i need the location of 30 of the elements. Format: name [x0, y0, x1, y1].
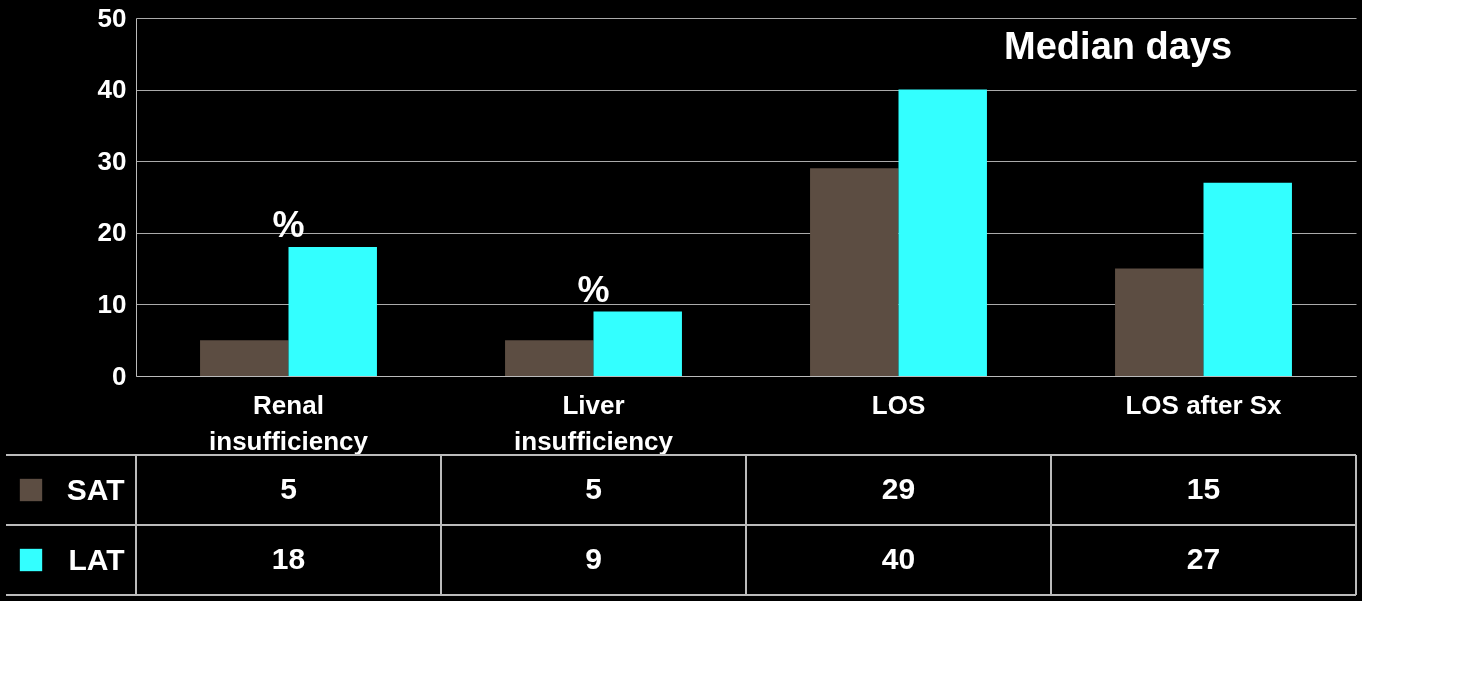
x-tick-label: LOS after Sx — [1125, 389, 1283, 420]
bar — [593, 311, 682, 376]
bar — [898, 89, 987, 376]
annotation: Median days — [1004, 25, 1233, 67]
y-tick-label: 20 — [97, 217, 127, 248]
legend-label: LAT — [68, 542, 125, 576]
bar — [1203, 182, 1292, 376]
bar — [200, 340, 289, 376]
y-tick-label: 0 — [112, 360, 127, 391]
data-label: 15 — [1186, 472, 1221, 505]
y-tick-label: 50 — [97, 2, 127, 33]
x-tick-label: LOS — [871, 389, 926, 420]
x-tick-label: Liver insufficiency — [514, 389, 674, 456]
y-tick-label: 40 — [97, 74, 127, 105]
data-label: 18 — [271, 542, 306, 575]
data-label: 9 — [585, 542, 602, 575]
data-label: 5 — [585, 472, 602, 505]
bar — [1115, 268, 1204, 376]
bar — [810, 168, 899, 376]
legend-label: SAT — [66, 472, 125, 506]
x-tick-label: Renal insufficiency — [209, 389, 369, 456]
data-label: 40 — [881, 542, 916, 575]
data-label: 27 — [1186, 542, 1221, 575]
annotation: % — [577, 268, 610, 310]
data-label: 29 — [881, 472, 916, 505]
bar — [505, 340, 594, 376]
bar — [288, 247, 377, 376]
data-label: 5 — [280, 472, 297, 505]
y-tick-label: 10 — [97, 288, 127, 319]
y-tick-label: 30 — [97, 145, 127, 176]
